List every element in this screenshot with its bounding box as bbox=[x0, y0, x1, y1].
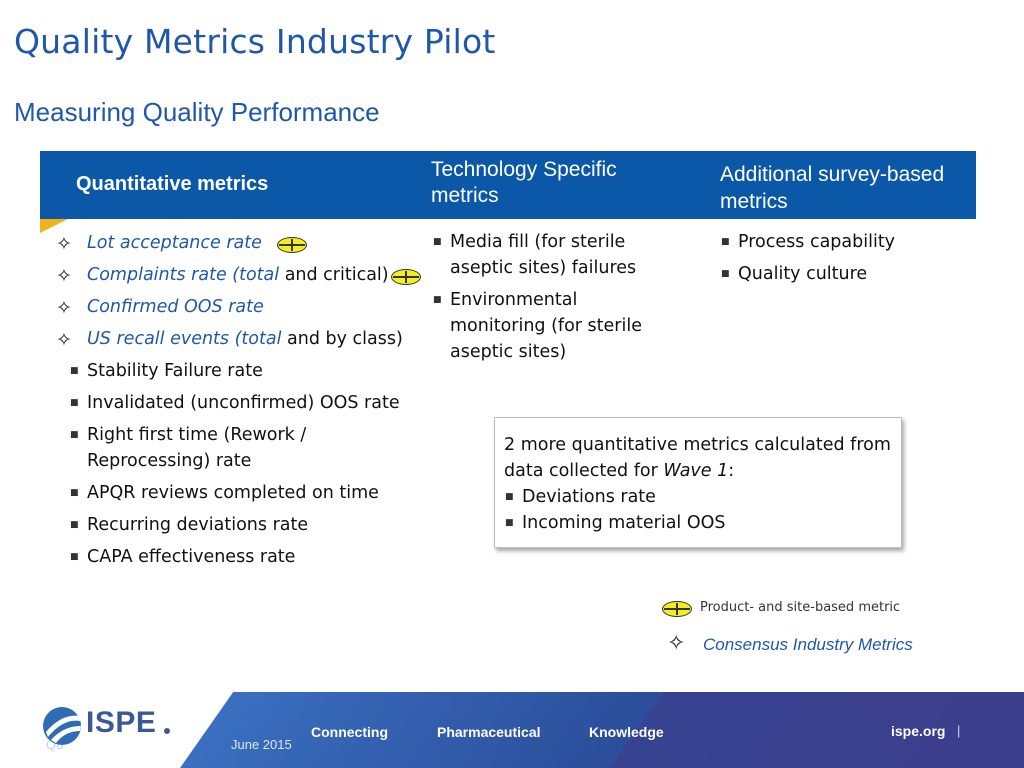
list-item: ✧ US recall events (total and by class) bbox=[56, 326, 430, 352]
metric-label-italic: Complaints rate (total bbox=[87, 265, 280, 285]
square-bullet-icon: ■ bbox=[721, 237, 730, 247]
legend-product-site: Product- and site-based metric bbox=[700, 600, 901, 615]
metric-label: and by class) bbox=[281, 329, 403, 349]
technology-metrics-list: ■ Media fill (for sterile aseptic sites)… bbox=[433, 229, 673, 371]
metric-label: Right first time (Rework / Reprocessing)… bbox=[87, 425, 307, 471]
list-item: ■ Deviations rate bbox=[504, 484, 891, 510]
callout-text: 2 more quantitative metrics calculated f… bbox=[504, 435, 891, 481]
metric-label: Lot acceptance rate bbox=[87, 233, 262, 253]
square-bullet-icon: ■ bbox=[505, 492, 514, 502]
callout-text: : bbox=[728, 461, 735, 481]
square-bullet-icon: ■ bbox=[70, 366, 79, 376]
list-item: ■ Stability Failure rate bbox=[70, 358, 430, 384]
header-survey: Additional survey-based metrics bbox=[720, 163, 945, 213]
table-header-bar bbox=[40, 151, 976, 219]
square-bullet-icon: ■ bbox=[70, 430, 79, 440]
square-bullet-icon: ■ bbox=[433, 295, 442, 305]
list-item: ■ Incoming material OOS bbox=[504, 510, 891, 536]
square-bullet-icon: ■ bbox=[70, 488, 79, 498]
four-point-star-icon: ✧ bbox=[56, 297, 72, 319]
metric-label-italic: US recall events (total bbox=[87, 329, 282, 349]
square-bullet-icon: ■ bbox=[721, 269, 730, 279]
page-subtitle: Measuring Quality Performance bbox=[14, 97, 380, 127]
list-item: ■ Right first time (Rework / Reprocessin… bbox=[70, 422, 430, 474]
square-bullet-icon: ■ bbox=[505, 518, 514, 528]
page-title: Quality Metrics Industry Pilot bbox=[14, 22, 496, 61]
footer-site-link[interactable]: ispe.org bbox=[891, 723, 946, 739]
four-point-star-icon: ✧ bbox=[56, 233, 72, 255]
survey-metrics-list: ■ Process capability ■ Quality culture bbox=[721, 229, 961, 293]
callout-item: Incoming material OOS bbox=[522, 513, 726, 533]
footer-overlay-shape bbox=[610, 692, 1024, 768]
callout-list: ■ Deviations rate ■ Incoming material OOS bbox=[504, 484, 891, 536]
quantitative-metrics-list: ✧ Lot acceptance rate ✧ Complaints rate … bbox=[56, 230, 430, 576]
list-item: ■ Quality culture bbox=[721, 261, 961, 287]
header-technology: Technology Specific metrics bbox=[431, 158, 617, 207]
footer-divider: | bbox=[957, 723, 961, 738]
metric-label: Stability Failure rate bbox=[87, 361, 263, 381]
four-point-star-icon: ✧ bbox=[56, 265, 72, 287]
callout-text-italic: Wave 1 bbox=[663, 461, 729, 481]
header-accent-triangle bbox=[40, 219, 68, 233]
callout-intro: 2 more quantitative metrics calculated f… bbox=[504, 432, 891, 484]
list-item: ■ APQR reviews completed on time bbox=[70, 480, 430, 506]
footer-pharmaceutical: Pharmaceutical bbox=[437, 724, 541, 740]
metric-label: Invalidated (unconfirmed) OOS rate bbox=[87, 393, 400, 413]
metric-label: Process capability bbox=[738, 232, 896, 252]
wave1-callout-box: 2 more quantitative metrics calculated f… bbox=[494, 417, 902, 548]
metric-label: Recurring deviations rate bbox=[87, 515, 309, 535]
callout-item: Deviations rate bbox=[522, 487, 656, 507]
metric-label: APQR reviews completed on time bbox=[87, 483, 379, 503]
metric-label: Confirmed OOS rate bbox=[87, 297, 264, 317]
legend-consensus: Consensus Industry Metrics bbox=[703, 635, 913, 654]
metric-label: Environmental monitoring (for sterile as… bbox=[450, 290, 642, 362]
list-item: ■ Recurring deviations rate bbox=[70, 512, 430, 538]
square-bullet-icon: ■ bbox=[433, 237, 442, 247]
list-item: ✧ Confirmed OOS rate bbox=[56, 294, 430, 320]
list-item: ✧ Lot acceptance rate bbox=[56, 230, 430, 256]
list-item: ■ Invalidated (unconfirmed) OOS rate bbox=[70, 390, 430, 416]
ispe-globe-logo-icon bbox=[43, 707, 81, 745]
crosshair-circle-icon bbox=[277, 237, 307, 253]
square-bullet-icon: ■ bbox=[70, 520, 79, 530]
four-point-star-icon: ✧ bbox=[56, 329, 72, 351]
metric-label: CAPA effectiveness rate bbox=[87, 547, 296, 567]
metric-label: Media fill (for sterile aseptic sites) f… bbox=[450, 232, 637, 278]
crosshair-circle-icon bbox=[662, 601, 692, 617]
list-item: ■ Media fill (for sterile aseptic sites)… bbox=[433, 229, 673, 281]
square-bullet-icon: ■ bbox=[70, 398, 79, 408]
header-quantitative: Quantitative metrics bbox=[76, 173, 269, 195]
footer-date: June 2015 bbox=[231, 737, 292, 752]
square-bullet-icon: ■ bbox=[70, 552, 79, 562]
metric-label: and critical) bbox=[279, 265, 389, 285]
list-item: ■ Process capability bbox=[721, 229, 961, 255]
footer-knowledge: Knowledge bbox=[589, 724, 664, 740]
crosshair-circle-icon bbox=[391, 269, 421, 285]
footer-connecting: Connecting bbox=[311, 724, 388, 740]
list-item: ■ Environmental monitoring (for sterile … bbox=[433, 287, 673, 365]
footer-band: Qu June 2015 Connecting Pharmaceutical K… bbox=[0, 692, 1024, 768]
logo-dot bbox=[164, 728, 170, 734]
metric-label: Quality culture bbox=[738, 264, 868, 284]
ispe-logo-text: ISPE bbox=[86, 706, 157, 739]
list-item: ■ CAPA effectiveness rate bbox=[70, 544, 430, 570]
four-point-star-icon: ✧ bbox=[667, 630, 686, 655]
list-item: ✧ Complaints rate (total and critical) bbox=[56, 262, 430, 288]
